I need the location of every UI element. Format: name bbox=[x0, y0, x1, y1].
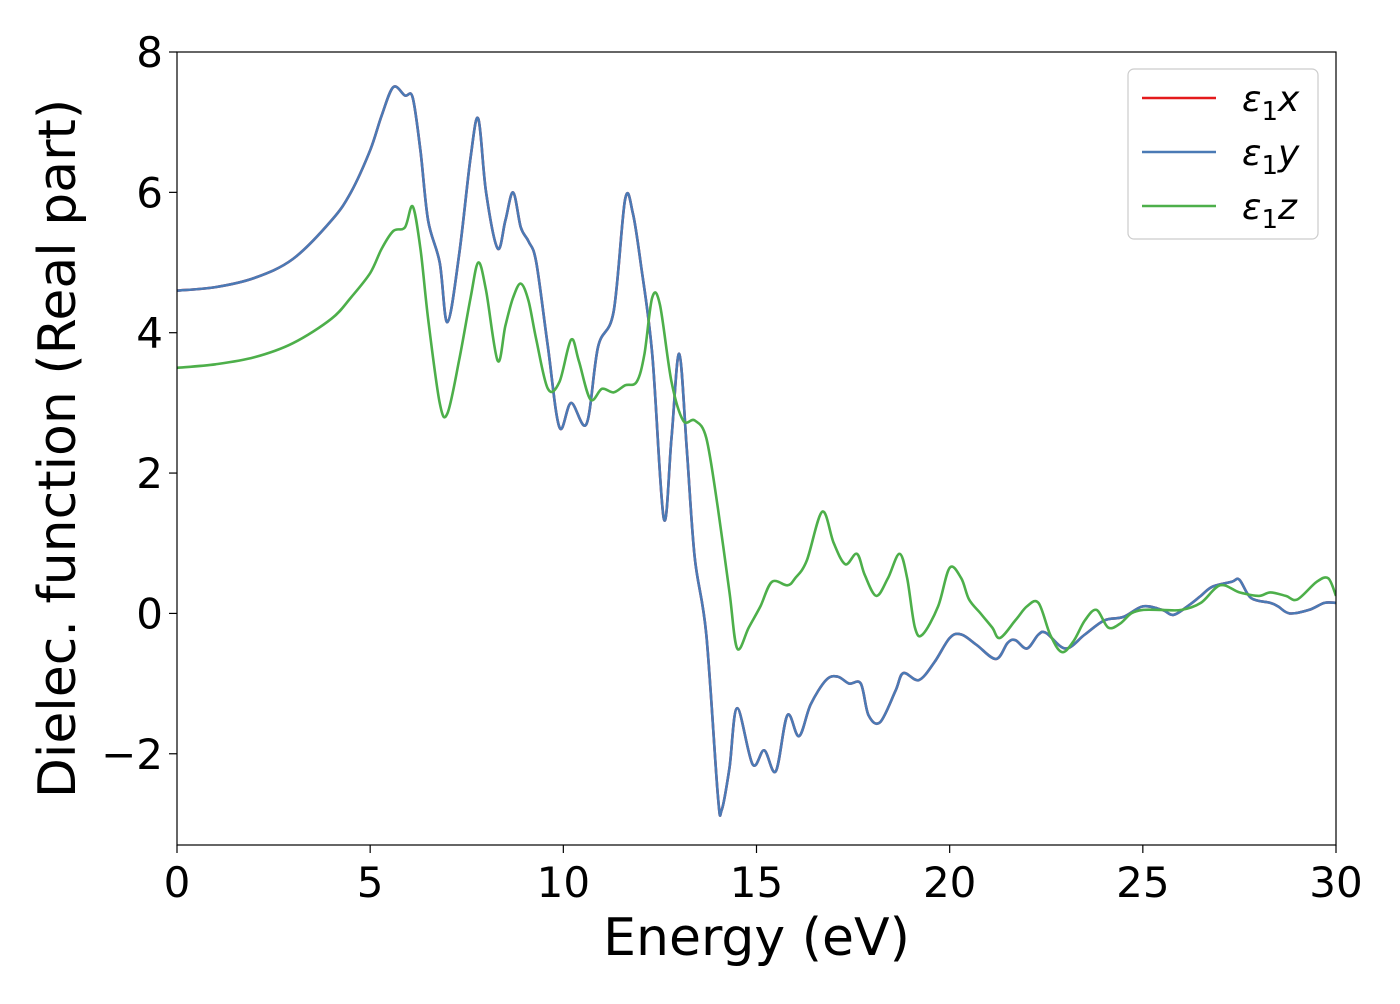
y-axis-label: Dielec. function (Real part) bbox=[28, 99, 88, 798]
series-line-ε1y bbox=[177, 85, 1336, 817]
y-tick-label: −2 bbox=[101, 730, 163, 779]
x-axis-ticks: 0 5 10 15 20 25 30 bbox=[164, 845, 1363, 907]
legend-subscript: 1 bbox=[1261, 205, 1278, 235]
legend-label: ε1x bbox=[1242, 79, 1300, 127]
y-tick-label: 0 bbox=[136, 589, 163, 638]
x-tick-label: 20 bbox=[923, 858, 976, 907]
legend-symbol: ε bbox=[1242, 133, 1261, 174]
x-axis-label: Energy (eV) bbox=[603, 908, 910, 968]
y-tick-label: 6 bbox=[136, 168, 163, 217]
legend-frame bbox=[1127, 68, 1319, 240]
x-tick-label: 10 bbox=[537, 858, 590, 907]
series-layer bbox=[177, 85, 1336, 817]
legend-variable: x bbox=[1277, 79, 1300, 120]
x-tick-label: 25 bbox=[1116, 858, 1169, 907]
x-tick-label: 0 bbox=[164, 858, 191, 907]
legend-label: ε1z bbox=[1242, 187, 1298, 235]
x-tick-label: 15 bbox=[730, 858, 783, 907]
legend-symbol: ε bbox=[1242, 187, 1261, 228]
x-tick-label: 30 bbox=[1309, 858, 1362, 907]
legend-symbol: ε bbox=[1242, 79, 1261, 120]
y-tick-label: 4 bbox=[136, 309, 163, 358]
series-line-ε1z bbox=[177, 204, 1336, 654]
y-tick-label: 8 bbox=[136, 28, 163, 77]
legend-variable: y bbox=[1277, 133, 1300, 174]
legend-subscript: 1 bbox=[1261, 151, 1278, 181]
legend-subscript: 1 bbox=[1261, 97, 1278, 127]
legend-label: ε1y bbox=[1242, 133, 1300, 181]
x-tick-label: 5 bbox=[357, 858, 384, 907]
legend-variable: z bbox=[1277, 187, 1298, 228]
y-tick-label: 2 bbox=[136, 449, 163, 498]
y-axis-ticks: −2 0 2 4 6 8 bbox=[101, 28, 177, 779]
